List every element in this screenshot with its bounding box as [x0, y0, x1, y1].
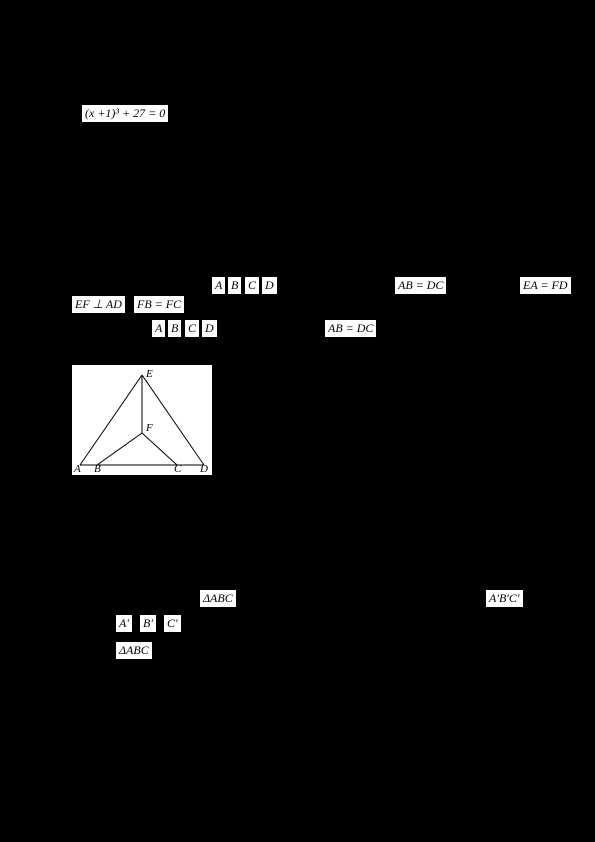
label-D-2: D: [202, 320, 217, 337]
label-A-1: A: [212, 277, 225, 294]
triangle-aprime-bprime-cprime: A′B′C′: [486, 590, 523, 607]
eq-ab-dc-1: AB = DC: [395, 277, 446, 294]
label-C-1: C: [245, 277, 259, 294]
geometry-figure: A B C D E F: [72, 365, 212, 475]
label-D-1: D: [262, 277, 277, 294]
svg-text:B: B: [94, 463, 101, 475]
eq-ea-fd: EA = FD: [520, 277, 571, 294]
label-C-2: C: [185, 320, 199, 337]
label-C-prime: C′: [164, 615, 181, 632]
triangle-abc-1: ΔABC: [200, 590, 236, 607]
label-A-2: A: [152, 320, 165, 337]
svg-text:F: F: [145, 422, 153, 434]
svg-text:D: D: [199, 463, 208, 475]
svg-text:C: C: [174, 463, 182, 475]
label-B-1: B: [228, 277, 241, 294]
label-A-prime: A′: [116, 615, 132, 632]
label-B-prime: B′: [140, 615, 156, 632]
eq-ab-dc-2: AB = DC: [325, 320, 376, 337]
svg-text:E: E: [145, 368, 153, 380]
equation-cube: (x +1)³ + 27 = 0: [82, 105, 168, 122]
label-B-2: B: [168, 320, 181, 337]
perp-ef-ad: EF ⊥ AD: [72, 296, 125, 313]
triangle-abc-2: ΔABC: [116, 642, 152, 659]
eq-fb-fc: FB = FC: [134, 296, 184, 313]
svg-text:A: A: [73, 463, 81, 475]
